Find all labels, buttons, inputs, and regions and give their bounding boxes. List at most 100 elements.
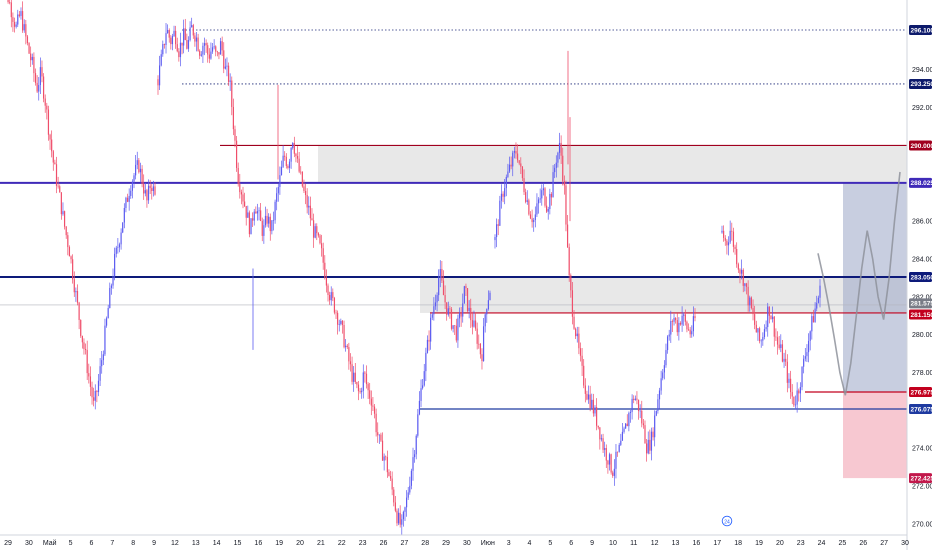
price-badge-label: 276.075	[911, 406, 932, 413]
candle-body	[531, 218, 533, 223]
date-tick-label: 29	[4, 540, 12, 547]
candle-body	[258, 210, 260, 212]
candle-body	[130, 190, 132, 196]
candle-body	[274, 201, 276, 221]
candle-body	[154, 186, 156, 195]
candle-body	[88, 373, 90, 377]
candle-body	[613, 468, 615, 476]
price-badge	[909, 140, 932, 151]
candle-body	[692, 316, 694, 332]
candle-body	[105, 318, 108, 326]
candle-body	[244, 201, 246, 207]
price-badge-label: 281.150	[911, 312, 932, 319]
date-tick-label: 15	[234, 540, 242, 547]
date-tick-label: 7	[110, 540, 114, 547]
candle-body	[741, 269, 743, 274]
long-position-tool[interactable]	[843, 182, 907, 479]
candle-body	[143, 183, 145, 194]
candle-body	[620, 440, 622, 445]
candle-body	[458, 313, 461, 319]
candle-body	[25, 24, 27, 37]
candle-body	[279, 175, 281, 188]
candle-body	[487, 300, 489, 310]
price-badge	[909, 298, 932, 309]
candle-body	[675, 317, 677, 321]
price-axis[interactable]: 270.000 272.000 274.000 278.000 280.000 282.0…	[912, 67, 932, 528]
candle-body	[72, 259, 74, 280]
candle-body	[500, 193, 503, 201]
candle-body	[512, 152, 514, 167]
price-tick-label: 284.000	[912, 256, 932, 263]
candle-body	[160, 54, 162, 66]
candle-body	[31, 56, 33, 61]
candle-body	[298, 158, 300, 172]
candle-body	[673, 317, 675, 322]
candle-body	[115, 247, 117, 254]
timezone-icon[interactable]: 24	[721, 515, 733, 527]
price-tick-label: 272.000	[912, 484, 932, 491]
candle-body	[159, 65, 161, 86]
price-badge	[909, 309, 932, 320]
candle-body	[670, 321, 672, 335]
candle-body	[167, 30, 169, 34]
position-loss-zone[interactable]	[843, 391, 907, 479]
candle-body	[742, 269, 744, 286]
candle-body	[57, 185, 59, 187]
projection-path[interactable]	[817, 171, 901, 396]
candle-body	[62, 211, 64, 215]
candle-body	[381, 440, 384, 461]
candle-body	[162, 44, 164, 55]
date-tick-label: 23	[359, 540, 367, 547]
time-axis[interactable]: 29 30 Май 5 6 7 8 9 12 13 14 15 16 19 20 21 22 23 26 27 28 29…	[4, 539, 909, 547]
date-tick-label: 30	[25, 540, 33, 547]
price-tick-label: 270.000	[912, 521, 932, 528]
candle-body	[796, 390, 798, 405]
price-levels-layer	[0, 29, 907, 410]
candle-body	[343, 324, 345, 348]
candle-body	[122, 222, 124, 233]
candle-body	[67, 235, 69, 248]
candle-body	[610, 454, 612, 473]
candle-body	[314, 226, 316, 238]
candle-body	[179, 42, 182, 58]
candle-body	[481, 354, 483, 362]
candle-body	[778, 344, 780, 348]
candle-body	[261, 220, 263, 236]
candle-body	[814, 308, 816, 323]
candle-body	[541, 190, 543, 199]
projection-line[interactable]	[817, 171, 901, 396]
candle-body	[308, 205, 310, 208]
candle-body	[136, 160, 138, 165]
position-profit-zone[interactable]	[843, 182, 907, 392]
candle-body	[414, 454, 416, 458]
candle-body	[389, 476, 392, 479]
candle-body	[330, 292, 332, 301]
candle-body	[367, 384, 369, 391]
candle-body	[42, 76, 45, 99]
candle-body	[301, 171, 303, 187]
candle-body	[623, 428, 625, 432]
candle-body	[30, 53, 32, 61]
candle-body	[470, 307, 472, 321]
price-badge	[909, 386, 932, 397]
date-tick-label: 27	[400, 540, 408, 547]
candle-body	[570, 275, 572, 291]
candle-body	[431, 314, 433, 318]
candle-body	[73, 279, 75, 293]
candle-body	[591, 399, 593, 409]
candle-body	[186, 40, 188, 49]
candle-body	[599, 427, 601, 440]
candle-body	[135, 164, 137, 176]
candle-body	[484, 314, 486, 327]
candle-body	[655, 410, 657, 416]
candle-body	[332, 292, 334, 299]
candle-body	[312, 220, 315, 238]
candle-body	[364, 372, 366, 374]
candle-body	[76, 291, 79, 303]
candle-body	[125, 197, 127, 208]
candle-body	[563, 181, 565, 186]
candle-body	[744, 283, 746, 286]
candle-body	[749, 297, 751, 306]
candle-body	[239, 184, 241, 193]
